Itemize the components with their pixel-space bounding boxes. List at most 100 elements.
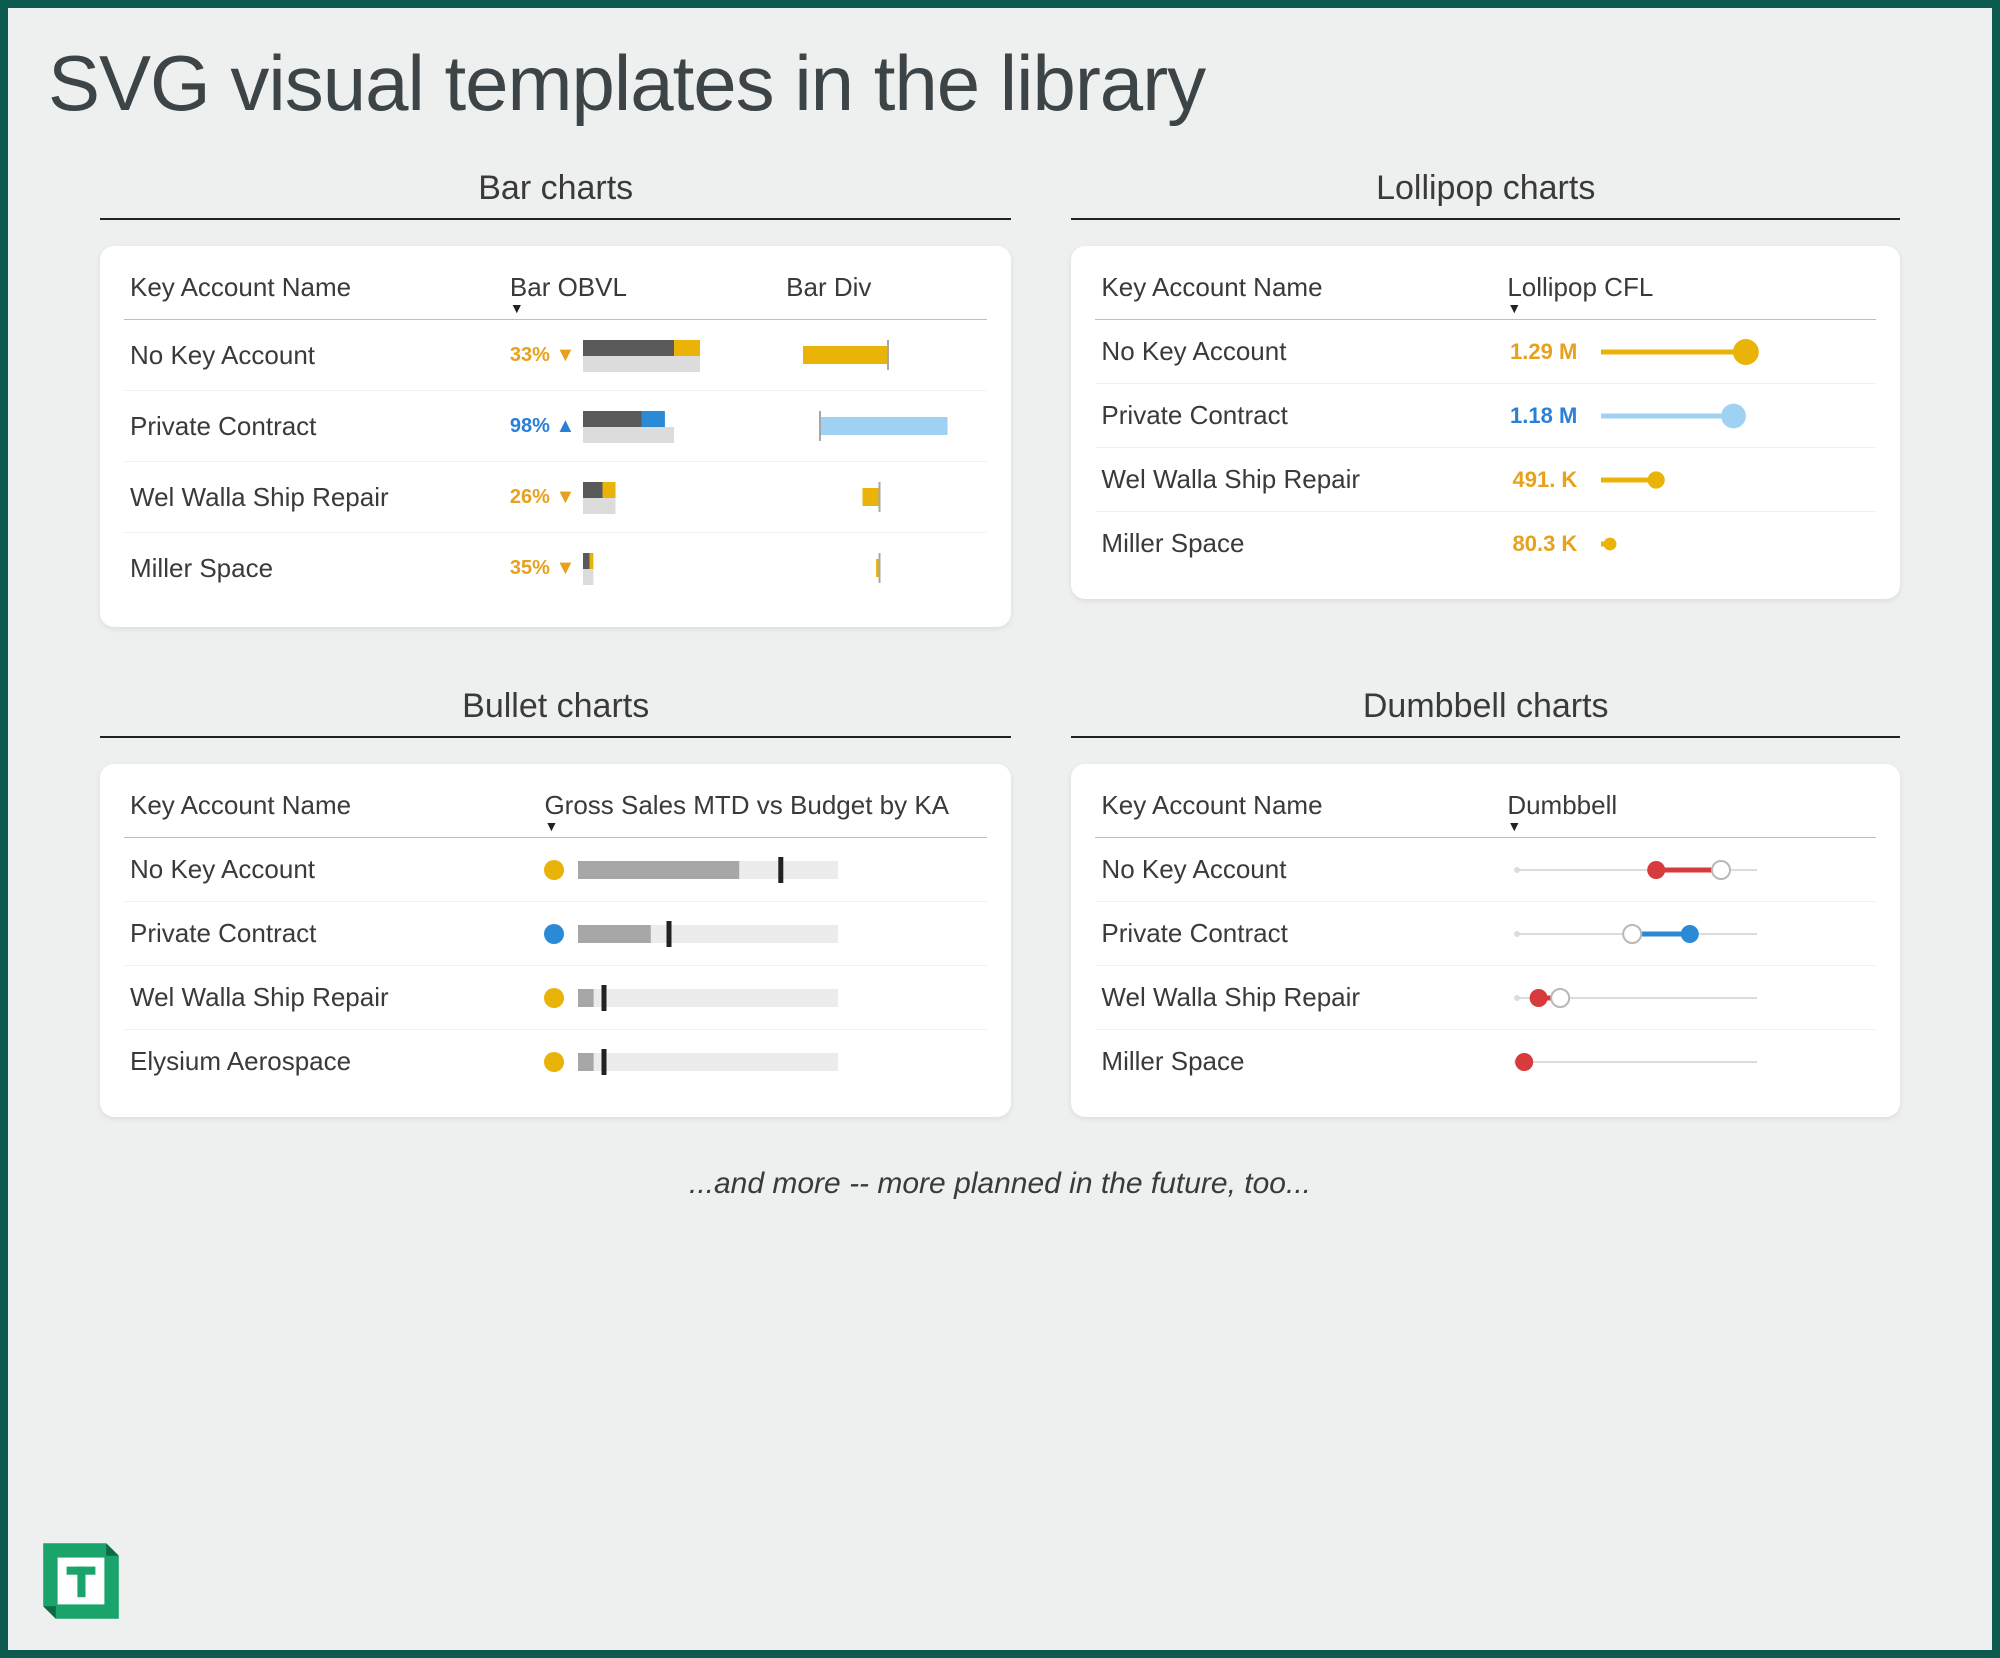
column-header[interactable]: Dumbbell▼ [1501, 782, 1876, 838]
section-bar: Bar charts Key Account NameBar OBVL▼Bar … [100, 169, 1011, 627]
bar-table: Key Account NameBar OBVL▼Bar Div No Key … [124, 264, 987, 603]
column-header[interactable]: Key Account Name [124, 782, 538, 838]
table-row: Private Contract [1095, 902, 1876, 966]
bullet-card: Key Account NameGross Sales MTD vs Budge… [100, 764, 1011, 1117]
table-row: Wel Walla Ship Repair 26% ▼ [124, 462, 987, 533]
bullet-table: Key Account NameGross Sales MTD vs Budge… [124, 782, 987, 1093]
lollipop-value-label: 491. K [1507, 467, 1577, 493]
section-bullet: Bullet charts Key Account NameGross Sale… [100, 687, 1011, 1117]
table-row: Private Contract [124, 902, 987, 966]
bullet-bar-icon [578, 919, 838, 949]
column-header[interactable]: Bar Div [780, 264, 987, 320]
pct-label: 35% ▼ [510, 557, 575, 580]
page-frame: SVG visual templates in the library Bar … [0, 0, 2000, 1658]
dumbbell-cell [1501, 1030, 1876, 1094]
account-name: Wel Walla Ship Repair [124, 462, 504, 533]
bullet-cell [538, 1030, 987, 1094]
sort-indicator-icon: ▼ [1507, 303, 1870, 313]
account-name: Miller Space [1095, 512, 1501, 576]
obvl-bar-icon [583, 549, 723, 587]
section-bar-title: Bar charts [100, 169, 1011, 208]
lollipop-card: Key Account NameLollipop CFL▼ No Key Acc… [1071, 246, 1900, 599]
dumbbell-card: Key Account NameDumbbell▼ No Key Account… [1071, 764, 1900, 1117]
account-name: Private Contract [1095, 902, 1501, 966]
lollipop-cell: 491. K [1501, 448, 1876, 512]
pct-label: 26% ▼ [510, 486, 575, 509]
logo-icon [36, 1536, 126, 1626]
table-row: Wel Walla Ship Repair [1095, 966, 1876, 1030]
bullet-cell [538, 966, 987, 1030]
obvl-bar-icon [583, 407, 723, 445]
pct-label: 33% ▼ [510, 344, 575, 367]
status-dot-icon [544, 924, 564, 944]
dumbbell-icon [1507, 919, 1767, 949]
sort-indicator-icon: ▼ [544, 821, 981, 831]
table-row: Miller Space 35% ▼ [124, 533, 987, 604]
dumbbell-cell [1501, 902, 1876, 966]
section-rule [1071, 736, 1900, 738]
lollipop-icon [1589, 529, 1759, 559]
account-name: Miller Space [1095, 1030, 1501, 1094]
bar-div-cell [780, 462, 987, 533]
table-row: No Key Account1.29 M [1095, 320, 1876, 384]
column-header[interactable]: Gross Sales MTD vs Budget by KA▼ [538, 782, 987, 838]
sort-indicator-icon: ▼ [510, 303, 774, 313]
pct-label: 98% ▲ [510, 415, 575, 438]
bar-div-cell [780, 320, 987, 391]
table-row: Miller Space [1095, 1030, 1876, 1094]
account-name: No Key Account [1095, 320, 1501, 384]
bar-obvl-cell: 98% ▲ [504, 391, 780, 462]
account-name: Elysium Aerospace [124, 1030, 538, 1094]
obvl-bar-icon [583, 478, 723, 516]
status-dot-icon [544, 1052, 564, 1072]
account-name: Miller Space [124, 533, 504, 604]
obvl-bar-icon [583, 336, 723, 374]
div-bar-icon [786, 409, 956, 443]
table-row: Private Contract1.18 M [1095, 384, 1876, 448]
column-header[interactable]: Lollipop CFL▼ [1501, 264, 1876, 320]
section-bullet-title: Bullet charts [100, 687, 1011, 726]
bar-div-cell [780, 391, 987, 462]
column-header[interactable]: Key Account Name [1095, 782, 1501, 838]
footer-note: ...and more -- more planned in the futur… [48, 1167, 1952, 1201]
column-header[interactable]: Key Account Name [124, 264, 504, 320]
account-name: Private Contract [124, 902, 538, 966]
lollipop-value-label: 1.29 M [1507, 339, 1577, 365]
dumbbell-icon [1507, 1047, 1767, 1077]
lollipop-cell: 80.3 K [1501, 512, 1876, 576]
lollipop-value-label: 80.3 K [1507, 531, 1577, 557]
section-rule [1071, 218, 1900, 220]
bullet-bar-icon [578, 855, 838, 885]
account-name: No Key Account [124, 320, 504, 391]
account-name: Private Contract [124, 391, 504, 462]
lollipop-icon [1589, 337, 1759, 367]
div-bar-icon [786, 338, 956, 372]
table-row: Miller Space80.3 K [1095, 512, 1876, 576]
column-header[interactable]: Bar OBVL▼ [504, 264, 780, 320]
lollipop-value-label: 1.18 M [1507, 403, 1577, 429]
bullet-bar-icon [578, 983, 838, 1013]
bar-obvl-cell: 26% ▼ [504, 462, 780, 533]
table-row: No Key Account 33% ▼ [124, 320, 987, 391]
dumbbell-cell [1501, 966, 1876, 1030]
bar-obvl-cell: 33% ▼ [504, 320, 780, 391]
account-name: No Key Account [124, 838, 538, 902]
lollipop-cell: 1.29 M [1501, 320, 1876, 384]
section-lollipop-title: Lollipop charts [1071, 169, 1900, 208]
account-name: Wel Walla Ship Repair [1095, 966, 1501, 1030]
bullet-bar-icon [578, 1047, 838, 1077]
account-name: Wel Walla Ship Repair [124, 966, 538, 1030]
section-dumbbell-title: Dumbbell charts [1071, 687, 1900, 726]
table-row: No Key Account [124, 838, 987, 902]
bar-card: Key Account NameBar OBVL▼Bar Div No Key … [100, 246, 1011, 627]
status-dot-icon [544, 988, 564, 1008]
table-row: Wel Walla Ship Repair [124, 966, 987, 1030]
dumbbell-icon [1507, 983, 1767, 1013]
account-name: No Key Account [1095, 838, 1501, 902]
lollipop-table: Key Account NameLollipop CFL▼ No Key Acc… [1095, 264, 1876, 575]
column-header[interactable]: Key Account Name [1095, 264, 1501, 320]
dumbbell-cell [1501, 838, 1876, 902]
page-title: SVG visual templates in the library [48, 38, 1952, 129]
bar-div-cell [780, 533, 987, 604]
bullet-cell [538, 902, 987, 966]
